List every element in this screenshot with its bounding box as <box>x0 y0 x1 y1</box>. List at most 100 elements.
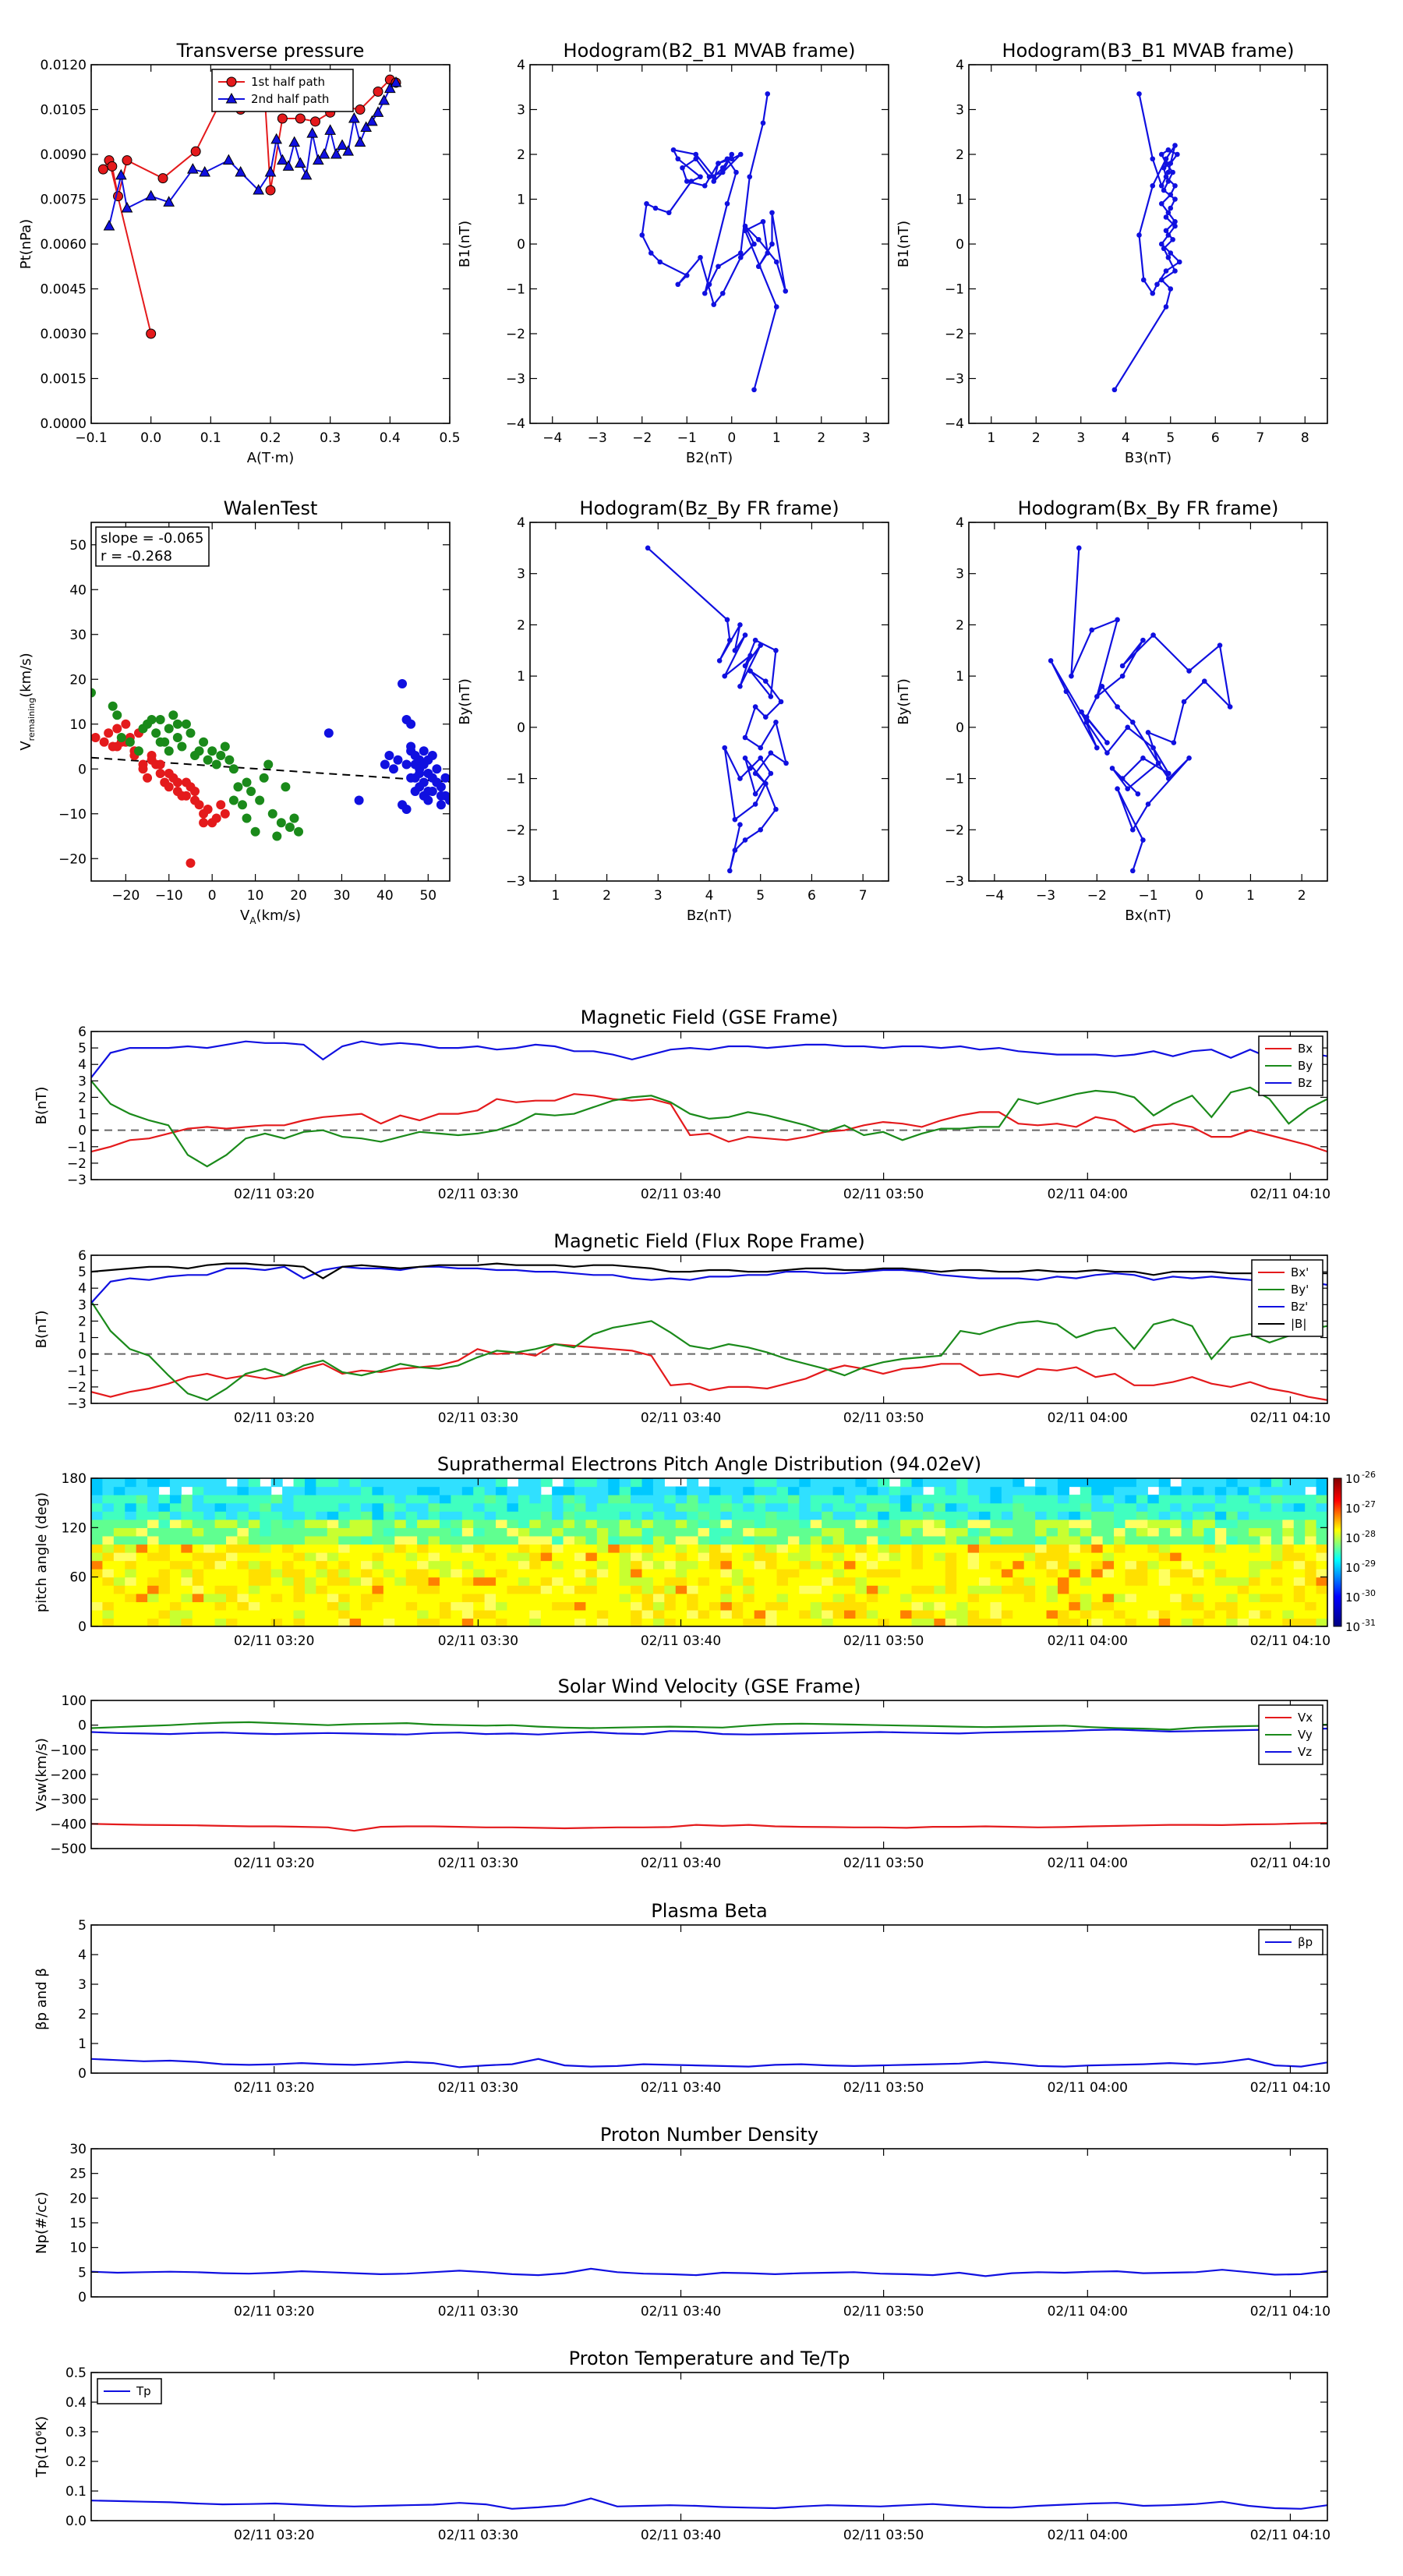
heatmap-cell <box>169 1569 182 1578</box>
panel-hodogram-b2-b1: Hodogram(B2_B1 MVAB frame)−4−3−2−101234−… <box>457 40 889 466</box>
heatmap-cell <box>776 1618 789 1626</box>
heatmap-cell <box>383 1535 395 1545</box>
heatmap-cell <box>675 1569 687 1578</box>
legend-label: 2nd half path <box>251 92 329 106</box>
heatmap-cell <box>844 1576 857 1586</box>
heatmap-cell <box>473 1486 486 1495</box>
heatmap-cell <box>136 1552 148 1562</box>
heatmap-cell <box>91 1527 104 1537</box>
data-point <box>1168 192 1174 198</box>
data-point <box>203 805 213 814</box>
heatmap-cell <box>1069 1495 1081 1504</box>
heatmap-cell <box>439 1544 451 1553</box>
heatmap-cell <box>720 1535 733 1545</box>
heatmap-cell <box>304 1569 316 1578</box>
heatmap-cell <box>383 1495 395 1504</box>
heatmap-cell <box>428 1511 440 1520</box>
heatmap-cell <box>709 1544 722 1553</box>
y-tick-label: −2 <box>945 823 964 838</box>
heatmap-cell <box>293 1502 306 1512</box>
heatmap-cell <box>1214 1585 1227 1594</box>
heatmap-cell <box>1203 1560 1216 1569</box>
heatmap-cell <box>1158 1585 1171 1594</box>
heatmap-cell <box>1293 1601 1306 1611</box>
heatmap-cell <box>563 1511 575 1520</box>
heatmap-cell <box>484 1535 497 1545</box>
heatmap-cell <box>720 1601 733 1611</box>
plot-frame <box>90 1254 1328 1404</box>
data-point <box>1140 837 1146 843</box>
heatmap-cell <box>990 1535 1002 1545</box>
heatmap-cell <box>260 1593 272 1602</box>
heatmap-cell <box>652 1585 665 1594</box>
y-tick-label: 2 <box>956 147 964 163</box>
heatmap-cell <box>1001 1502 1013 1512</box>
heatmap-cell <box>102 1618 115 1626</box>
heatmap-cell <box>810 1519 822 1528</box>
heatmap-cell <box>664 1585 677 1594</box>
heatmap-cell <box>574 1618 586 1626</box>
heatmap-cell <box>1023 1486 1036 1495</box>
heatmap-cell <box>563 1478 575 1488</box>
heatmap-cell <box>709 1569 722 1578</box>
heatmap-cell <box>1136 1527 1148 1537</box>
heatmap-cell <box>1270 1560 1283 1569</box>
heatmap-cell <box>698 1585 710 1594</box>
heatmap-cell <box>709 1618 722 1626</box>
heatmap-cell <box>1192 1527 1204 1537</box>
heatmap-cell <box>563 1569 575 1578</box>
heatmap-cell <box>1226 1527 1239 1537</box>
panel-transverse-pressure: Transverse pressure0.00000.00150.00300.0… <box>18 40 461 466</box>
data-point <box>644 200 649 207</box>
heatmap-cell <box>709 1486 722 1495</box>
heatmap-cell <box>1170 1576 1182 1586</box>
heatmap-cell <box>1046 1560 1058 1569</box>
x-tick-label: 02/11 03:40 <box>641 1633 721 1649</box>
heatmap-cell <box>125 1552 137 1562</box>
heatmap-cell <box>1125 1544 1137 1553</box>
heatmap-cell <box>248 1593 260 1602</box>
heatmap-cell <box>293 1609 306 1619</box>
heatmap-cell <box>428 1618 440 1626</box>
heatmap-cell <box>1282 1535 1295 1545</box>
heatmap-cell <box>102 1576 115 1586</box>
data-point <box>146 328 157 339</box>
heatmap-cell <box>282 1609 295 1619</box>
heatmap-cell <box>1282 1576 1295 1586</box>
data-point <box>108 701 118 711</box>
data-point <box>657 259 663 265</box>
x-tick-label: 7 <box>859 888 868 904</box>
heatmap-cell <box>147 1593 160 1602</box>
heatmap-cell <box>304 1519 316 1528</box>
heatmap-cell <box>394 1544 407 1553</box>
heatmap-cell <box>282 1552 295 1562</box>
heatmap-cell <box>990 1519 1002 1528</box>
heatmap-cell <box>417 1544 429 1553</box>
y-tick-label: 10 <box>69 2241 87 2256</box>
x-tick-label: 02/11 03:30 <box>438 2528 518 2543</box>
heatmap-cell <box>507 1560 519 1569</box>
data-point <box>751 387 757 393</box>
heatmap-cell <box>473 1552 486 1562</box>
data-point <box>272 831 282 841</box>
heatmap-cell <box>922 1527 935 1537</box>
heatmap-cell <box>652 1478 665 1488</box>
heatmap-cell <box>911 1535 924 1545</box>
x-tick-label: 1 <box>987 430 995 446</box>
heatmap-cell <box>1237 1502 1249 1512</box>
heatmap-cell <box>1147 1502 1160 1512</box>
y-tick-label: −200 <box>50 1767 87 1783</box>
heatmap-cell <box>260 1502 272 1512</box>
heatmap-cell <box>451 1478 463 1488</box>
heatmap-cell <box>563 1618 575 1626</box>
heatmap-cell <box>1260 1593 1272 1602</box>
data-point <box>220 809 230 819</box>
heatmap-cell <box>91 1535 104 1545</box>
heatmap-cell <box>967 1478 980 1488</box>
heatmap-cell <box>810 1535 822 1545</box>
heatmap-cell <box>439 1535 451 1545</box>
heatmap-cell <box>394 1495 407 1504</box>
heatmap-cell <box>956 1511 969 1520</box>
series-line <box>641 94 786 391</box>
heatmap-cell <box>372 1519 384 1528</box>
